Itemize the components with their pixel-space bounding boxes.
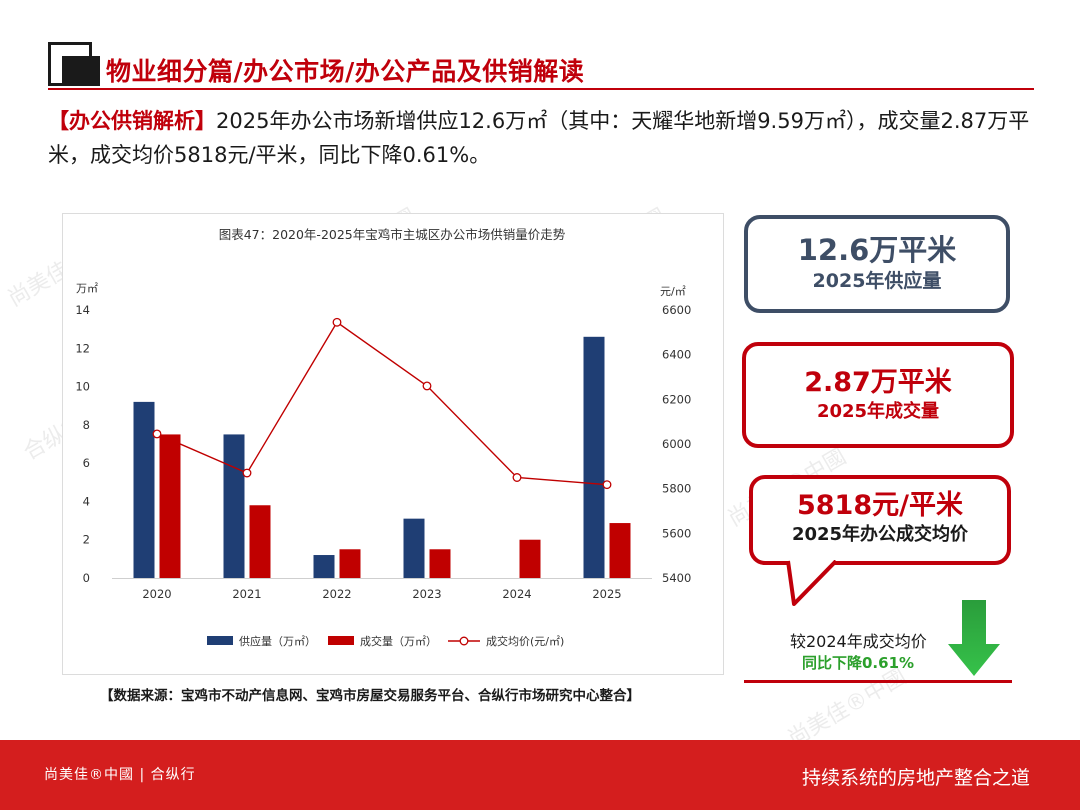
watermark: 尚美佳®中國 [783,664,911,752]
deal-bar [339,549,361,578]
deal-bar [609,523,631,578]
title-divider [48,88,1034,90]
kpi-supply-label: 2025年供应量 [812,269,942,292]
x-tick-label: 2025 [592,587,621,601]
down-arrow-icon [948,600,1000,676]
y-left-unit: 万㎡ [76,282,98,295]
supply-bar [403,518,425,578]
chart-title: 图表47：2020年-2025年宝鸡市主城区办公市场供销量价走势 [219,227,566,242]
x-tick-label: 2021 [232,587,261,601]
compare-change: 同比下降0.61% [802,654,915,672]
kpi-supply-value: 12.6万平米 [797,233,957,267]
supply-bar [133,401,155,578]
price-point [242,468,252,478]
x-tick-label: 2024 [502,587,531,601]
kpi-price-card: 5818元/平米 2025年办公成交均价 [749,475,1011,565]
y-right-tick: 5600 [662,526,691,540]
kpi-deal-label: 2025年成交量 [816,400,940,422]
legend-swatch [207,636,233,645]
title-mark-fill [62,56,100,86]
y-left-tick: 14 [75,303,90,317]
footer-bar [0,740,1080,810]
legend-label: 成交量（万㎡） [360,634,437,648]
intro-text: 2025年办公市场新增供应12.6万㎡（其中：天耀华地新增9.59万㎡），成交量… [48,109,1030,167]
y-right-tick: 6400 [662,348,691,362]
page-title: 物业细分篇/办公市场/办公产品及供销解读 [106,57,585,86]
legend-label: 供应量（万㎡） [239,634,316,648]
legend-swatch-marker [459,636,469,646]
deal-bar [159,434,181,578]
deal-bar [249,505,271,578]
kpi-deal-card: 2.87万平米 2025年成交量 [742,342,1014,448]
data-source-note: 【数据来源：宝鸡市不动产信息网、宝鸡市房屋交易服务平台、合纵行市场研究中心整合】 [100,688,640,704]
footer-logo: 尚美佳®中國 | 合纵行 [44,767,196,783]
compare-divider [744,680,1012,683]
y-left-tick: 4 [83,494,90,508]
y-right-tick: 5400 [662,571,691,585]
deal-bar [519,539,541,578]
price-point [602,480,612,490]
price-point [152,429,162,439]
y-left-tick: 8 [83,418,90,432]
kpi-supply-card: 12.6万平米 2025年供应量 [744,215,1010,313]
compare-label: 较2024年成交均价 [790,632,927,651]
legend-label: 成交均价(元/㎡) [486,634,564,648]
supply-sales-price-chart: 图表47：2020年-2025年宝鸡市主城区办公市场供销量价走势 万㎡ 元/㎡ … [75,227,691,648]
x-tick-label: 2023 [412,587,441,601]
y-right-tick: 6000 [662,437,691,451]
x-tick-label: 2020 [142,587,171,601]
deal-bar [429,549,451,578]
callout-tail-icon [786,560,838,606]
price-line [156,321,608,486]
intro-paragraph: 【办公供销解析】2025年办公市场新增供应12.6万㎡（其中：天耀华地新增9.5… [48,104,1038,172]
y-left-tick: 6 [83,456,90,470]
y-left-tick: 0 [83,571,90,585]
y-right-unit: 元/㎡ [660,285,686,298]
kpi-price-label: 2025年办公成交均价 [791,523,969,545]
price-point [332,317,342,327]
y-left-tick: 10 [75,380,90,394]
kpi-deal-value: 2.87万平米 [804,367,952,398]
y-right-tick: 6200 [662,392,691,406]
y-left-tick: 2 [83,533,90,547]
legend-swatch [328,636,354,645]
supply-bar [223,434,245,578]
price-point [512,473,522,482]
price-point [422,381,432,391]
y-right-tick: 6600 [662,303,691,317]
kpi-price-value: 5818元/平米 [796,490,963,521]
x-tick-label: 2022 [322,587,351,601]
supply-bar [583,336,605,578]
supply-bar [313,555,335,578]
footer-slogan: 持续系统的房地产整合之道 [801,767,1030,789]
intro-lead: 【办公供销解析】 [48,109,216,133]
y-left-tick: 12 [75,341,90,355]
y-right-tick: 5800 [662,482,691,496]
